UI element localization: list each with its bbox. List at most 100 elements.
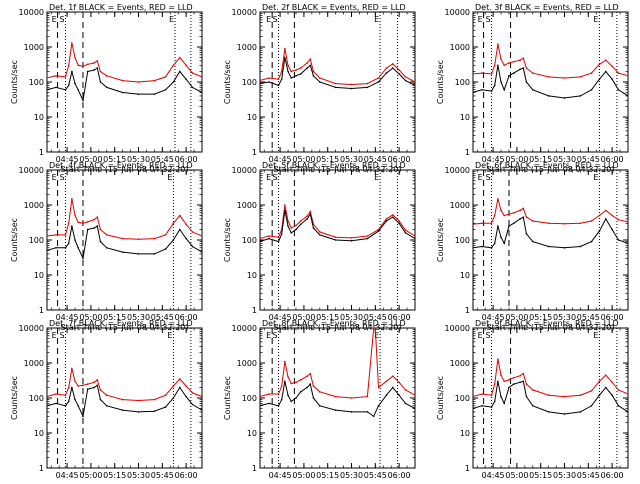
events-point xyxy=(306,218,308,220)
lld-series-line xyxy=(47,368,202,402)
x-tick-label: 05:15 xyxy=(103,471,126,480)
lld-point xyxy=(93,62,95,64)
events-point xyxy=(309,213,312,215)
lld-point xyxy=(306,62,308,64)
lld-point xyxy=(579,394,582,397)
events-point xyxy=(508,225,510,227)
events-point xyxy=(490,90,493,92)
y-tick-label: 1 xyxy=(252,148,257,157)
events-series-line xyxy=(47,225,202,261)
lld-point xyxy=(268,77,270,79)
lld-point xyxy=(473,395,474,398)
interval-marker-label: E xyxy=(374,15,379,24)
events-series-line xyxy=(473,380,628,415)
interval-marker-label: S xyxy=(273,331,278,340)
lld-point xyxy=(604,374,607,376)
panel-title: Det. 6f BLACK = Events, RED = LLD xyxy=(475,161,619,170)
events-point xyxy=(287,70,289,73)
detector-panel-8: Det. 8f BLACK = Events, RED = LLD 1 10 100 1… xyxy=(223,319,416,484)
lld-point xyxy=(172,64,175,67)
lld-point xyxy=(398,69,400,71)
y-tick-label: 1 xyxy=(465,148,470,157)
events-point xyxy=(185,78,187,81)
interval-marker-label: E xyxy=(266,331,271,340)
x-tick-label: 06:00 xyxy=(601,313,624,322)
events-point xyxy=(93,227,95,229)
lld-point xyxy=(77,385,80,387)
lld-point xyxy=(96,216,99,218)
lld-point xyxy=(525,216,528,218)
lld-point xyxy=(508,379,510,381)
events-point xyxy=(503,88,506,91)
x-tick-label: 04:45 xyxy=(56,471,79,480)
events-point xyxy=(86,228,89,231)
events-point xyxy=(185,395,187,398)
events-series-line xyxy=(47,384,202,418)
events-series-line xyxy=(473,216,628,249)
events-point xyxy=(525,81,528,83)
lld-point xyxy=(99,70,102,73)
x-tick-label: 05:30 xyxy=(340,313,363,322)
y-tick-label: 10000 xyxy=(232,166,257,175)
lld-point xyxy=(503,64,506,67)
panel-title: Det. 7f BLACK = Events, RED = LLD xyxy=(49,319,193,328)
panel-title: Det. 9f BLACK = Events, RED = LLD xyxy=(475,319,619,328)
events-point xyxy=(590,88,593,91)
interval-marker-label: E xyxy=(52,173,57,182)
events-point xyxy=(497,64,499,67)
lld-point xyxy=(201,76,202,78)
lld-point xyxy=(105,234,108,236)
y-axis-label: Counts/sec xyxy=(223,218,232,262)
events-point xyxy=(598,78,601,81)
x-tick-label: 05:45 xyxy=(577,471,600,480)
lld-point xyxy=(547,394,550,397)
x-tick-label: 06:00 xyxy=(388,313,411,322)
interval-marker-label: S xyxy=(60,15,65,24)
events-point xyxy=(547,245,550,248)
lld-point xyxy=(74,380,76,383)
events-point xyxy=(604,386,607,389)
lld-point xyxy=(284,360,286,363)
y-axis-label: Counts/sec xyxy=(10,218,19,262)
lld-point xyxy=(287,64,289,67)
events-point xyxy=(201,91,202,94)
x-tick-label: 05:45 xyxy=(364,313,387,322)
events-point xyxy=(366,86,369,89)
lld-point xyxy=(284,47,286,50)
lld-point xyxy=(508,62,510,64)
lld-point xyxy=(67,386,70,389)
events-point xyxy=(318,81,321,83)
lld-point xyxy=(312,385,315,387)
lld-point xyxy=(96,60,99,62)
lld-point xyxy=(86,63,89,66)
y-tick-label: 10000 xyxy=(232,324,257,333)
y-tick-label: 10 xyxy=(460,271,470,280)
panel-title: Det. 3f BLACK = Events, RED = LLD xyxy=(475,3,619,12)
events-point xyxy=(64,246,67,249)
lld-point xyxy=(627,393,628,395)
lld-point xyxy=(299,220,302,222)
lld-point xyxy=(277,393,280,395)
lld-point xyxy=(287,220,289,222)
x-tick-label: 05:45 xyxy=(577,313,600,322)
events-point xyxy=(71,386,73,389)
lld-point xyxy=(93,381,95,384)
y-tick-label: 1 xyxy=(252,306,257,315)
lld-point xyxy=(522,372,525,375)
lld-point xyxy=(82,222,84,225)
interval-marker-label: E xyxy=(478,331,483,340)
detector-panel-3: Det. 3f BLACK = Events, RED = LLD 1 10 100 1… xyxy=(436,3,629,174)
events-point xyxy=(385,220,388,222)
lld-point xyxy=(404,76,407,78)
events-point xyxy=(284,56,286,59)
y-axis-label: Counts/sec xyxy=(436,376,445,420)
panel-title: Det. 5f BLACK = Events, RED = LLD xyxy=(262,161,406,170)
events-point xyxy=(547,411,550,413)
x-tick-label: 06:00 xyxy=(175,471,198,480)
plot-frame xyxy=(46,11,203,153)
events-point xyxy=(481,88,483,91)
events-point xyxy=(334,409,337,411)
events-point xyxy=(93,386,95,389)
events-point xyxy=(201,409,202,411)
